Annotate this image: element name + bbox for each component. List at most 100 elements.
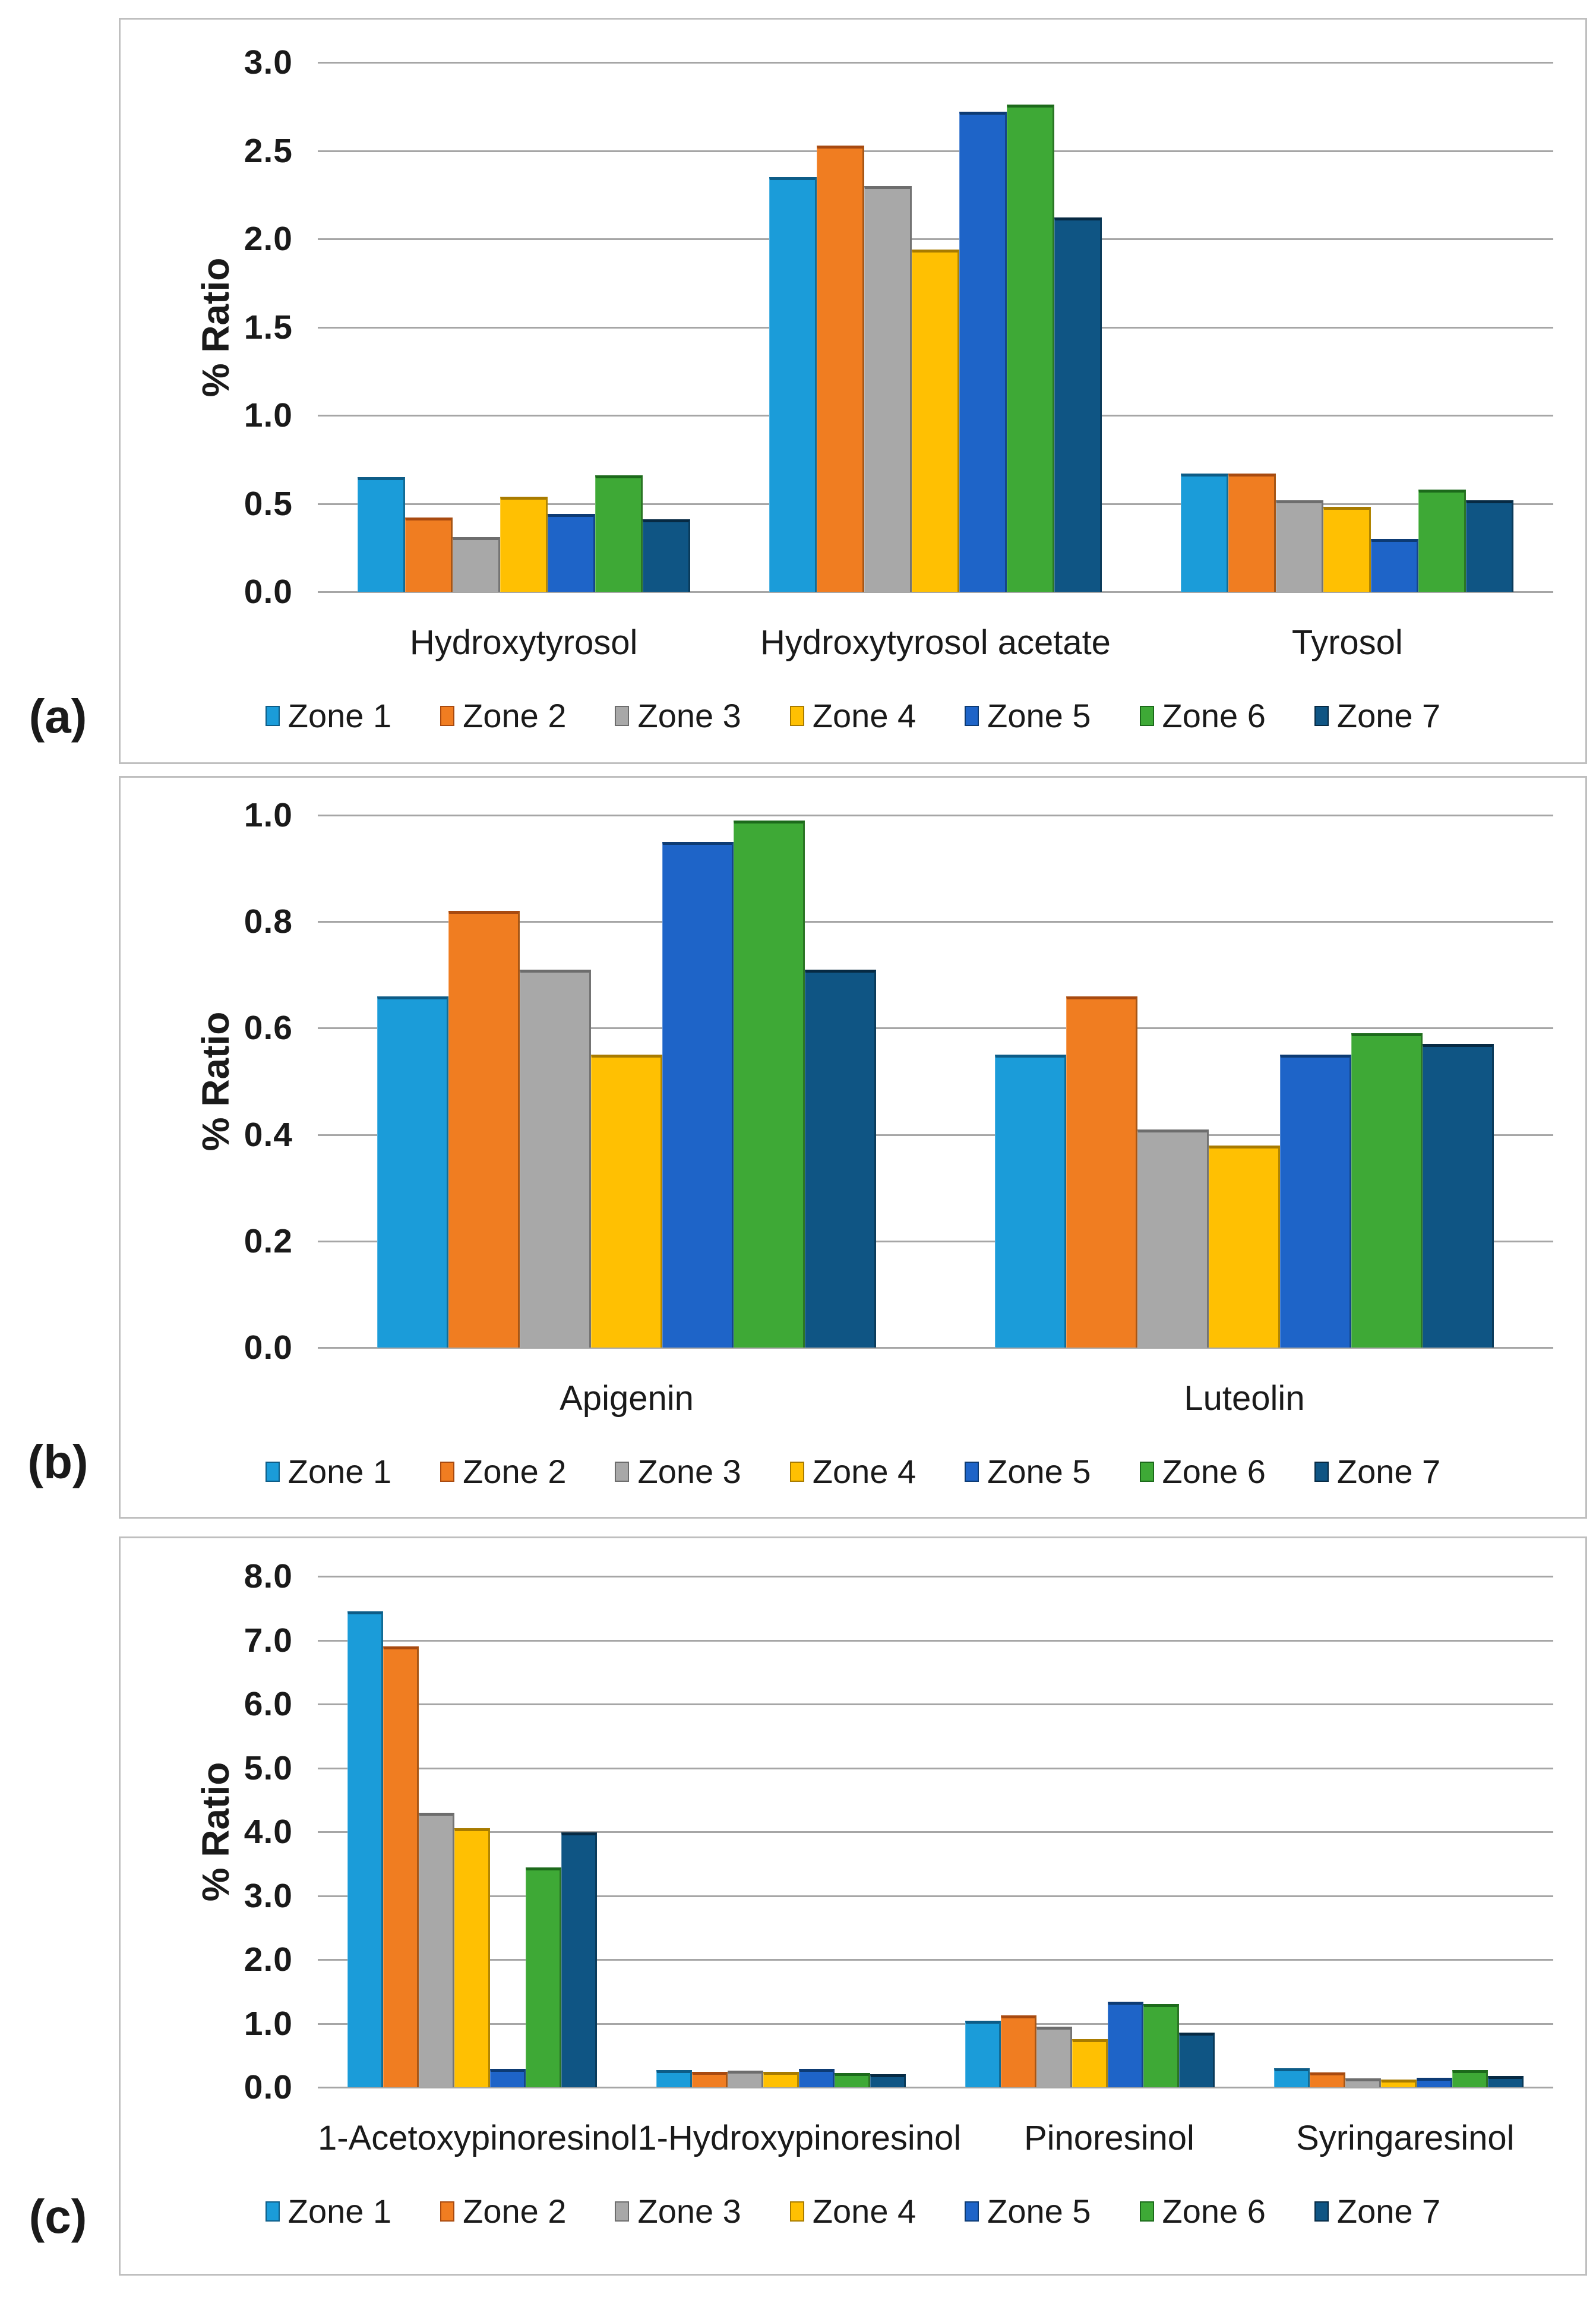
bar-zone-7 [561, 1832, 597, 2087]
category-label: Hydroxytyrosol acetate [760, 623, 1111, 662]
y-tick-label: 0.6 [244, 1009, 293, 1047]
bar-zone-6 [1006, 105, 1054, 592]
bar-group-syringaresinol [1244, 1576, 1553, 2087]
legend-swatch-icon [1139, 705, 1154, 726]
bar-zone-4 [500, 497, 548, 592]
bar-zone-5 [490, 2069, 526, 2087]
bar-zone-1 [995, 1055, 1066, 1348]
y-tick-label: 6.0 [244, 1685, 293, 1723]
bar-zone-4 [591, 1055, 662, 1348]
gridline [318, 1240, 1553, 1242]
bar-zone-5 [1417, 2078, 1452, 2087]
bar-zone-6 [526, 1867, 561, 2087]
bar-zone-4 [454, 1828, 490, 2087]
bar-group-tyrosol [1142, 62, 1553, 592]
y-tick-label: 2.0 [244, 220, 293, 258]
bar-zone-7 [1054, 217, 1102, 592]
bar-zone-4 [763, 2072, 799, 2087]
gridline [318, 62, 1553, 64]
bar-zone-2 [1228, 474, 1276, 592]
bar-zone-3 [864, 186, 912, 592]
gridline [318, 1576, 1553, 1577]
gridline [318, 815, 1553, 816]
bar-zone-1 [656, 2070, 692, 2087]
bar-zone-2 [404, 518, 453, 592]
legend-swatch-icon [265, 705, 280, 726]
legend-swatch-icon [965, 705, 979, 726]
legend-label: Zone 2 [463, 697, 567, 734]
bar-zone-3 [1345, 2078, 1381, 2087]
category-label: Luteolin [1184, 1379, 1305, 1418]
bar-zone-1 [347, 1611, 383, 2087]
legend-label: Zone 1 [287, 2192, 392, 2230]
legend-label: Zone 5 [987, 697, 1091, 734]
gridline [318, 1831, 1553, 1833]
legend-swatch-icon [965, 2201, 979, 2222]
y-tick-label: 4.0 [244, 1813, 293, 1851]
bar-zone-3 [728, 2071, 763, 2087]
legend-item-zone-4: Zone 4 [789, 1452, 916, 1491]
bar-zone-2 [1001, 2015, 1036, 2087]
legend-swatch-icon [615, 1461, 630, 1482]
bar-zone-4 [911, 250, 959, 592]
bar-zone-7 [1179, 2033, 1215, 2087]
legend-item-zone-5: Zone 5 [965, 1452, 1091, 1491]
y-tick-label: 1.5 [244, 308, 293, 346]
legend-label: Zone 6 [1162, 1453, 1266, 1490]
legend-item-zone-3: Zone 3 [615, 2192, 741, 2230]
bar-zone-3 [419, 1813, 454, 2087]
category-label: Hydroxytyrosol [409, 623, 638, 662]
legend-swatch-icon [1314, 705, 1329, 726]
bar-zone-6 [1418, 490, 1467, 592]
category-label: 1-Acetoxypinoresinol [318, 2119, 638, 2157]
legend-item-zone-4: Zone 4 [789, 2192, 916, 2230]
bar-zone-1 [965, 2021, 1001, 2087]
bar-zone-1 [357, 477, 405, 592]
gridline [318, 1027, 1553, 1030]
category-label: Syringaresinol [1296, 2119, 1515, 2157]
bar-zone-7 [805, 970, 876, 1348]
bar-zone-3 [1036, 2027, 1072, 2087]
legend-item-zone-3: Zone 3 [615, 1452, 741, 1491]
gridline [318, 2087, 1553, 2088]
bar-zone-7 [1423, 1044, 1494, 1348]
legend-swatch-icon [1139, 2201, 1154, 2222]
gridline [318, 921, 1553, 923]
legend-item-zone-7: Zone 7 [1314, 1452, 1440, 1491]
bar-zone-2 [1066, 996, 1137, 1348]
bar-zone-6 [835, 2073, 870, 2087]
bar-zone-5 [799, 2069, 835, 2087]
legend-swatch-icon [615, 2201, 630, 2222]
bar-zone-3 [1276, 500, 1324, 592]
category-labels: Apigenin Luteolin [318, 1377, 1553, 1420]
legend-swatch-icon [1139, 1461, 1154, 1482]
bar-zone-3 [1137, 1129, 1209, 1348]
y-tick-label: 5.0 [244, 1749, 293, 1787]
bar-zone-4 [1209, 1146, 1280, 1348]
panel-c: % Ratio 0.0 1.0 2.0 3.0 4.0 5.0 6.0 7.0 8.0 1-Ace… [119, 1536, 1587, 2276]
y-tick-label: 1.0 [244, 796, 293, 834]
bar-group-hydroxytyrosol [318, 62, 729, 592]
legend-item-zone-4: Zone 4 [789, 696, 916, 735]
bar-zone-5 [662, 842, 734, 1348]
bar-zone-2 [816, 146, 864, 592]
legend: Zone 1 Zone 2 Zone 3 Zone 4 Zone 5 Zone 6 Zone… [121, 1452, 1585, 1491]
category-labels: 1-Acetoxypinoresinol 1-Hydroxypinoresinol… [318, 2117, 1553, 2160]
bar-zone-6 [1351, 1033, 1423, 1348]
legend-label: Zone 3 [637, 1453, 741, 1490]
gridline [318, 591, 1553, 593]
bar-zone-5 [1108, 2002, 1143, 2087]
legend-item-zone-2: Zone 2 [440, 1452, 566, 1491]
legend-item-zone-6: Zone 6 [1139, 1452, 1266, 1491]
y-tick-label: 1.0 [244, 2004, 293, 2043]
y-tick-label: 0.8 [244, 903, 293, 941]
panel-b: % Ratio 0.0 0.2 0.4 0.6 0.8 1.0 Apigenin Luteol… [119, 776, 1587, 1519]
gridline [318, 150, 1553, 152]
legend-label: Zone 7 [1336, 1453, 1441, 1490]
bar-zone-3 [520, 970, 591, 1348]
legend-label: Zone 5 [987, 2192, 1091, 2230]
bar-zone-5 [1371, 539, 1419, 592]
legend-label: Zone 7 [1336, 2192, 1441, 2230]
bar-zone-7 [1466, 500, 1514, 592]
legend-item-zone-2: Zone 2 [440, 2192, 566, 2230]
